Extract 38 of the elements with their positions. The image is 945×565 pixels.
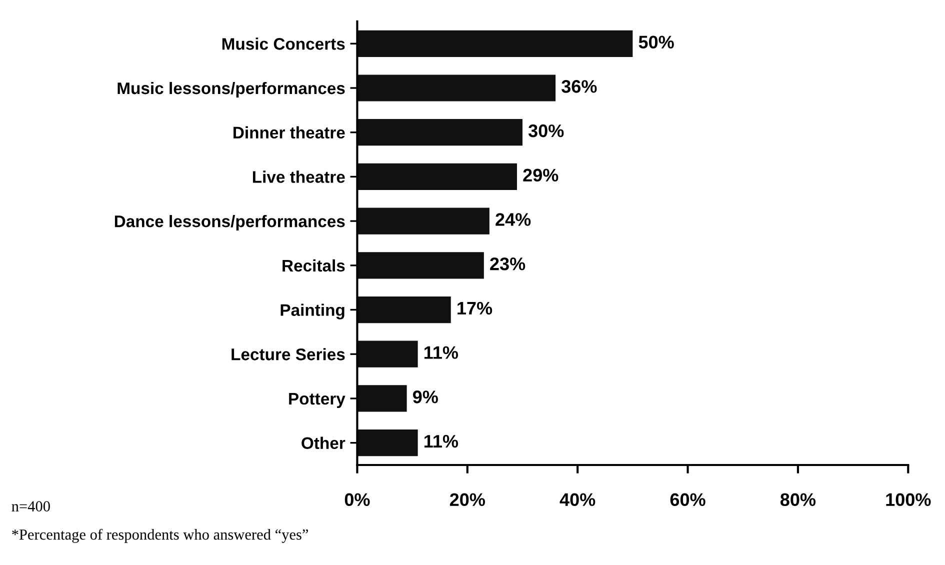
data-label: 30% <box>528 124 564 138</box>
data-label: 23% <box>490 257 526 270</box>
y-tick-label: Live theatre <box>252 170 345 183</box>
bar <box>357 30 633 57</box>
bar <box>357 208 490 234</box>
y-tick-label: Dinner theatre <box>234 126 345 139</box>
x-tick-label: 40% <box>560 493 596 506</box>
x-tick-label: 0% <box>344 493 370 506</box>
data-label: 17% <box>458 302 492 315</box>
bar <box>357 74 556 102</box>
x-tick-label: 100% <box>886 493 931 506</box>
bar <box>357 340 418 368</box>
data-label: 11% <box>424 434 458 448</box>
y-tick-label: Recitals <box>282 259 345 272</box>
data-label: 11% <box>424 346 458 359</box>
y-tick-label: Music Concerts <box>222 38 345 50</box>
bar <box>357 119 522 146</box>
y-tick-label: Other <box>302 436 346 450</box>
bar <box>357 430 418 456</box>
data-label: 50% <box>638 36 674 48</box>
y-tick-label: Pottery <box>289 393 346 408</box>
data-label: 24% <box>496 213 531 226</box>
bar <box>357 385 407 412</box>
x-tick-label: 80% <box>780 493 816 506</box>
data-label: 9% <box>412 390 438 404</box>
data-label: 29% <box>523 168 558 182</box>
bar <box>357 163 517 190</box>
x-tick-label: 20% <box>450 493 485 506</box>
data-label: 36% <box>562 80 597 93</box>
y-tick-label: Lecture Series <box>232 348 345 360</box>
text: n=400 <box>12 501 50 512</box>
y-tick-label: Music lessons/performances <box>118 82 345 98</box>
bar <box>357 252 484 279</box>
text: *Percentage of respondents who answered “yes” <box>12 528 308 543</box>
y-tick-label: Painting <box>280 304 344 320</box>
bar <box>357 296 451 324</box>
x-tick-label: 60% <box>670 493 706 506</box>
y-tick-label: Dance lessons/performances <box>114 215 345 231</box>
